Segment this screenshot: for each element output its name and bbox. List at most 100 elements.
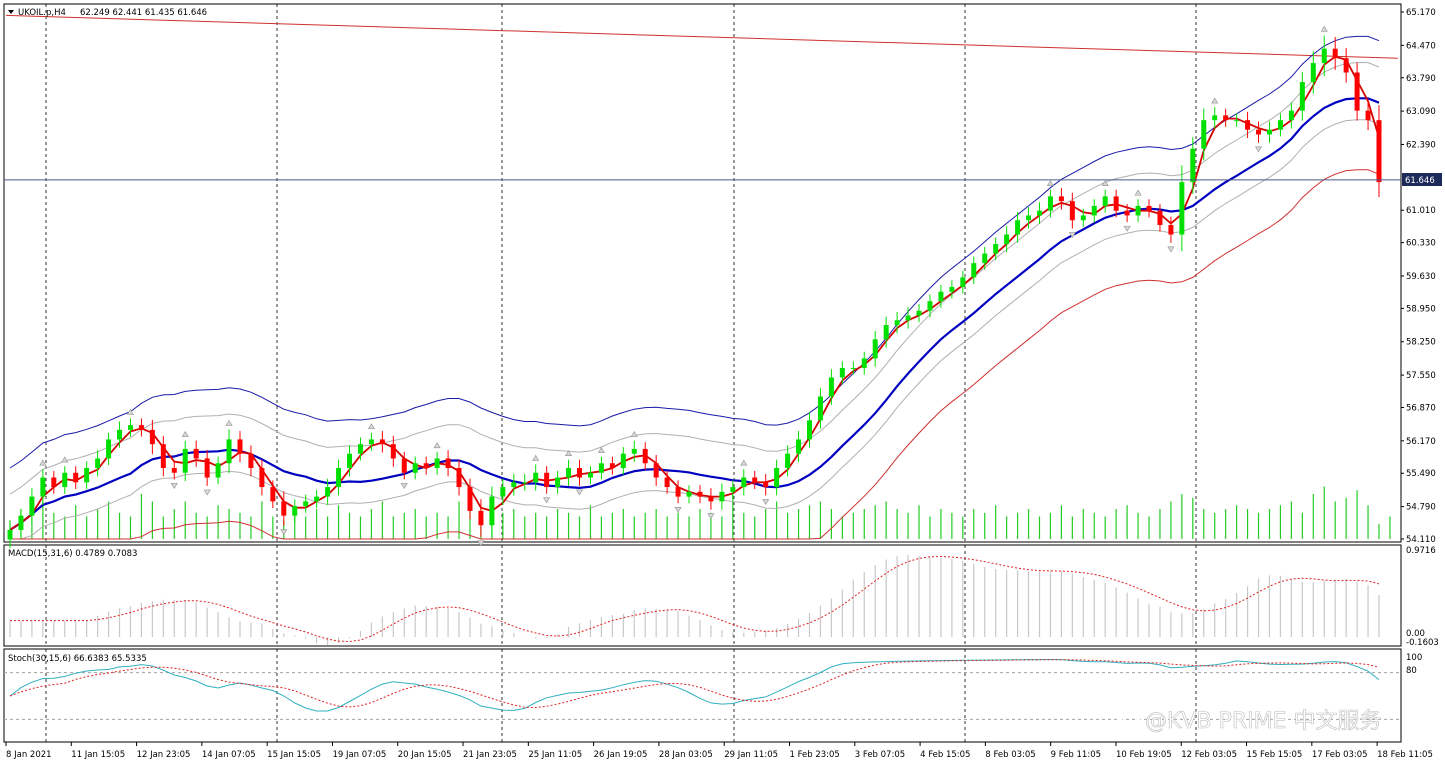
candle [785,445,791,477]
candle [664,470,670,494]
candle [379,431,385,453]
x-tick-label: 29 Jan 11:05 [724,750,778,760]
candle [1245,111,1251,139]
time-axis: 8 Jan 2021 11 Jan 15:05 12 Jan 23:05 14 Jan… [5,742,1433,760]
dropdown-triangle-icon[interactable] [8,10,14,14]
candle-body [182,448,188,473]
candle [1332,37,1338,70]
fractal-down-icon [707,513,715,520]
fractal-up-icon [1320,25,1328,32]
candle-body [1168,224,1174,235]
candle-body [544,472,550,488]
candle [1266,121,1272,143]
fractal-down-icon [1123,225,1131,232]
candle-body [1157,210,1163,225]
candle [149,419,155,455]
y-tick-label: 63.090 [1406,107,1436,117]
candle [1102,189,1108,213]
x-tick-label: 11 Jan 15:05 [71,750,125,760]
fractal-up-icon [39,459,47,466]
candle-body [927,301,933,311]
candle [270,480,276,509]
candle-body [7,529,13,540]
candle [336,459,342,496]
price-axis: 65.170 64.470 63.790 63.090 62.390 61.010 60.3… [1401,8,1436,545]
candle-body [555,477,561,488]
candle [1288,102,1294,129]
candle-body [861,358,867,368]
candle [489,486,495,536]
candle-body [664,477,670,488]
candle-body [1212,115,1218,121]
y-tick-label: 61.010 [1406,206,1436,216]
candle [62,466,68,494]
candle [182,440,188,482]
candle-body [708,496,714,502]
x-tick-label: 10 Feb 19:05 [1116,750,1172,760]
fractal-up-icon [367,423,375,430]
stoch-scale-100: 100 [1406,653,1422,663]
candle-body [1190,148,1196,183]
candle [303,494,309,513]
candle [555,470,561,494]
candle-body [1256,129,1262,135]
current-price-label: 61.646 [1405,176,1435,186]
candle-body [796,439,802,454]
candle [412,456,418,480]
candle-body [839,367,845,378]
candle-body [281,501,287,516]
candle [982,246,988,270]
candle [7,521,13,548]
candle-body [1354,72,1360,111]
candle-body [445,458,451,469]
x-tick-label: 12 Feb 03:05 [1181,750,1237,760]
x-tick-label: 21 Jan 23:05 [463,750,517,760]
fractal-up-icon [433,442,441,449]
candle [215,456,221,485]
candle [237,431,243,463]
candle [697,485,703,504]
x-tick-label: 20 Jan 15:05 [398,750,452,760]
candle-body [434,458,440,469]
lower-band [10,169,1380,540]
candle [171,461,177,480]
candle-body [117,429,123,440]
fractal-down-icon [1255,146,1263,153]
candle-body [1146,205,1152,211]
macd-panel-frame [3,544,1402,647]
candle-body [1201,120,1207,149]
candle [577,459,583,486]
volume-bars [9,486,1391,539]
candle [1069,192,1075,229]
candle-body [1004,234,1010,245]
candle [478,499,484,537]
candle [390,435,396,467]
candle [29,488,35,524]
candle [752,470,758,489]
candle [226,429,232,474]
y-tick-label: 64.470 [1406,41,1436,51]
candle [938,285,944,308]
x-tick-label: 1 Feb 23:05 [789,750,839,760]
y-tick-label: 63.790 [1406,74,1436,84]
candle [40,469,46,505]
candle-body [960,277,966,287]
x-tick-label: 19 Jan 07:05 [332,750,386,760]
candle-body [1113,196,1119,211]
x-tick-label: 9 Feb 11:05 [1051,750,1101,760]
candle [1080,208,1086,227]
x-tick-label: 17 Feb 03:05 [1312,750,1368,760]
candle [828,369,834,405]
candle [741,469,747,496]
symbol-label: UKOIL.p,H4 [18,8,66,18]
candlesticks [7,35,1382,548]
candle-body [982,253,988,264]
candle-body [774,468,780,488]
candle [708,488,714,510]
x-tick-label: 18 Feb 11:05 [1377,750,1433,760]
candle-body [292,506,298,516]
candle [401,451,407,480]
candle [445,450,451,477]
candle [347,445,353,477]
